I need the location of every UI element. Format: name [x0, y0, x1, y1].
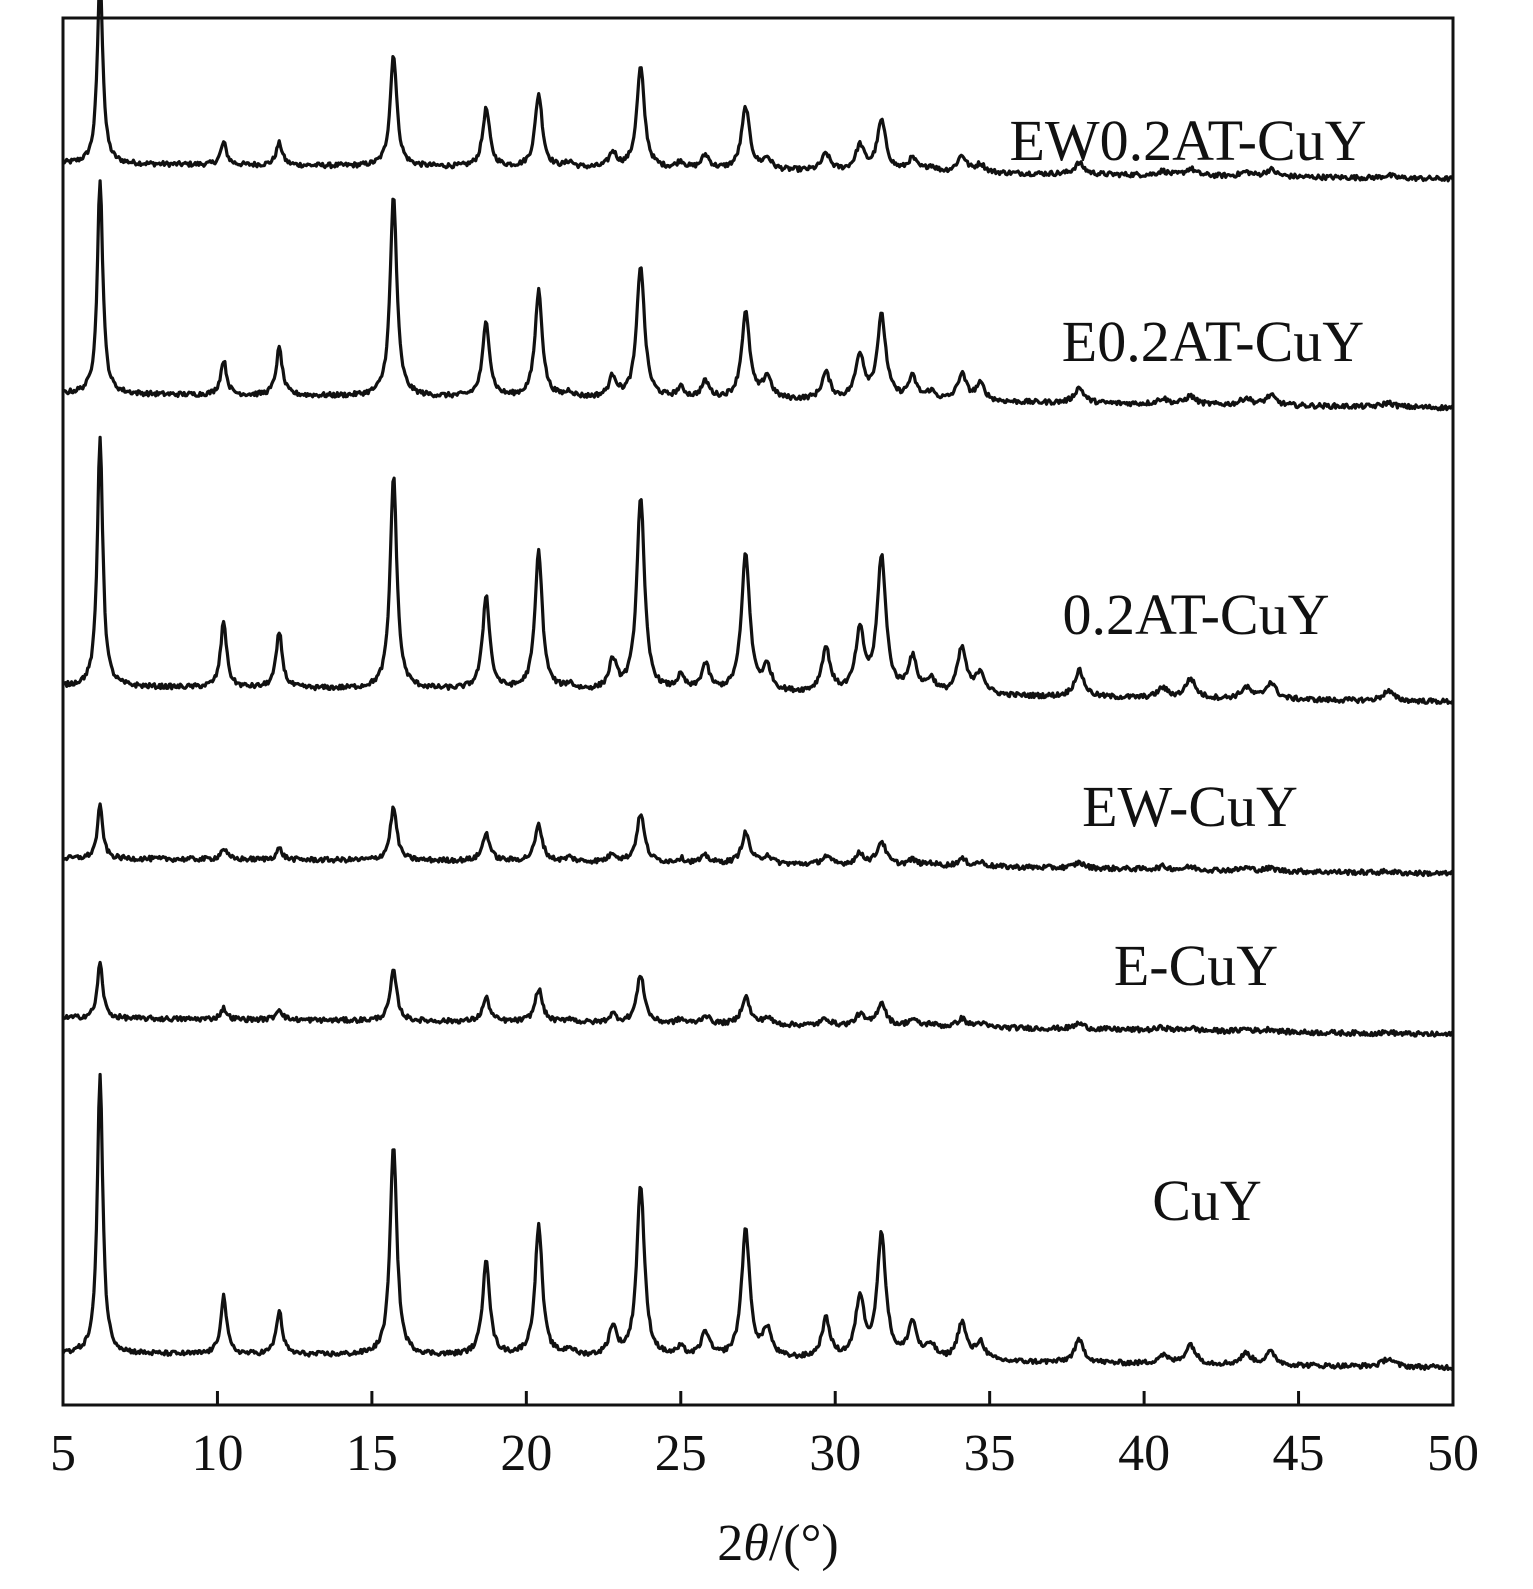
- x-axis-title-suffix: /(°): [769, 1515, 839, 1572]
- series-line-0: [61, 0, 1455, 183]
- x-tick-label-5: 30: [809, 1425, 861, 1482]
- x-tick-label-4: 25: [655, 1425, 707, 1482]
- x-tick-label-7: 40: [1118, 1425, 1170, 1482]
- x-axis-title: 2θ/(°): [717, 1515, 838, 1572]
- x-tick-label-0: 5: [50, 1425, 76, 1482]
- x-axis-title-theta: θ: [743, 1515, 769, 1572]
- x-tick-label-8: 45: [1273, 1425, 1325, 1482]
- x-tick-label-2: 15: [346, 1425, 398, 1482]
- series-line-4: [61, 960, 1455, 1038]
- series-lines: [61, 0, 1455, 1372]
- series-line-3: [62, 802, 1455, 878]
- series-label-2: 0.2AT-CuY: [1063, 582, 1330, 647]
- series-labels: EW0.2AT-CuY E0.2AT-CuY 0.2AT-CuY EW-CuY E-Cu…: [1009, 108, 1366, 1233]
- series-label-4: E-CuY: [1114, 933, 1278, 998]
- series-line-5: [61, 1072, 1455, 1372]
- x-tick-label-6: 35: [964, 1425, 1016, 1482]
- x-tick-label-3: 20: [500, 1425, 552, 1482]
- series-label-0: EW0.2AT-CuY: [1009, 108, 1366, 173]
- x-axis-ticks: 5 10 15 20 25 30 35 40 45 50: [50, 1391, 1479, 1482]
- x-axis-title-prefix: 2: [717, 1515, 743, 1572]
- series-line-1: [62, 179, 1454, 412]
- series-label-1: E0.2AT-CuY: [1062, 309, 1364, 374]
- series-label-5: CuY: [1152, 1168, 1262, 1233]
- series-line-2: [62, 435, 1455, 705]
- x-tick-label-9: 50: [1427, 1425, 1479, 1482]
- plot-frame: [61, 16, 1455, 1407]
- series-label-3: EW-CuY: [1082, 774, 1298, 839]
- x-tick-label-1: 10: [191, 1425, 243, 1482]
